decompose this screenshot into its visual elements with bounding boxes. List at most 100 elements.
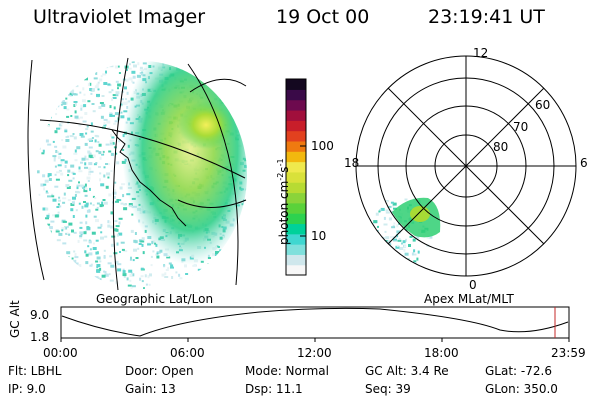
image-pixel xyxy=(51,195,55,198)
image-pixel xyxy=(95,282,99,286)
image-pixel xyxy=(75,277,79,280)
image-pixel xyxy=(113,122,117,125)
image-pixel xyxy=(83,231,87,235)
image-pixel xyxy=(87,150,91,154)
image-pixel xyxy=(141,237,145,241)
geographic-map xyxy=(27,57,247,292)
image-pixel xyxy=(93,77,98,80)
mlt-label-18: 18 xyxy=(344,156,360,170)
image-pixel xyxy=(103,174,106,178)
image-pixel xyxy=(85,128,89,131)
image-pixel xyxy=(37,234,42,237)
image-pixel xyxy=(83,201,86,203)
image-pixel xyxy=(403,248,406,252)
image-pixel xyxy=(112,97,117,99)
orbit-xtick: 12:00 xyxy=(297,346,332,360)
image-pixel xyxy=(74,70,79,74)
image-pixel xyxy=(102,73,107,76)
image-pixel xyxy=(61,100,65,103)
image-pixel xyxy=(384,257,387,261)
image-pixel xyxy=(128,63,131,66)
image-pixel xyxy=(62,101,67,105)
orbit-xtick: 00:00 xyxy=(43,346,78,360)
image-pixel xyxy=(41,87,46,90)
image-pixel xyxy=(94,139,97,143)
image-pixel xyxy=(98,151,102,155)
mlt-label-6: 6 xyxy=(580,156,588,170)
image-pixel xyxy=(38,231,42,234)
image-pixel xyxy=(226,250,231,253)
image-pixel xyxy=(380,207,385,211)
image-pixel xyxy=(108,221,111,224)
image-pixel xyxy=(80,161,83,164)
image-pixel xyxy=(119,251,121,253)
image-pixel xyxy=(84,194,88,197)
image-pixel xyxy=(132,273,135,277)
image-pixel xyxy=(244,211,246,215)
image-pixel xyxy=(114,220,118,223)
image-pixel xyxy=(233,246,238,249)
colorbar-segment xyxy=(286,120,306,132)
geographic-caption: Geographic Lat/Lon xyxy=(96,292,214,306)
image-pixel xyxy=(65,184,70,188)
image-pixel xyxy=(55,289,59,292)
image-pixel xyxy=(100,236,104,240)
image-pixel xyxy=(92,204,95,207)
image-pixel xyxy=(140,267,144,270)
image-pixel xyxy=(225,288,227,289)
image-pixel xyxy=(105,143,110,146)
image-pixel xyxy=(244,253,247,256)
image-pixel xyxy=(245,258,247,262)
image-pixel xyxy=(385,236,390,240)
image-pixel xyxy=(73,101,78,103)
image-pixel xyxy=(64,160,68,164)
gain-field: Gain: 13 xyxy=(125,382,176,396)
image-pixel xyxy=(226,91,230,94)
image-pixel xyxy=(42,246,45,250)
image-pixel xyxy=(390,236,393,239)
image-pixel xyxy=(396,234,399,238)
orbit-ytick-top: 9.0 xyxy=(30,308,50,322)
image-pixel xyxy=(128,67,132,70)
image-pixel xyxy=(74,159,78,162)
image-pixel xyxy=(117,130,120,134)
image-pixel xyxy=(112,94,116,97)
image-pixel xyxy=(50,270,54,274)
image-pixel xyxy=(175,271,178,274)
image-pixel xyxy=(58,199,61,202)
colorbar-segment xyxy=(286,140,306,152)
image-pixel xyxy=(80,135,85,138)
image-pixel xyxy=(74,115,79,119)
image-pixel xyxy=(130,256,132,260)
image-pixel xyxy=(52,286,57,289)
glat-field: GLat: -72.6 xyxy=(485,364,552,378)
image-pixel xyxy=(47,173,52,177)
image-pixel xyxy=(85,202,89,206)
image-pixel xyxy=(383,216,386,220)
image-pixel xyxy=(118,72,121,74)
image-pixel xyxy=(140,275,144,278)
image-pixel xyxy=(79,236,83,239)
image-pixel xyxy=(77,69,81,72)
image-pixel xyxy=(69,266,73,269)
image-pixel xyxy=(242,114,245,118)
image-pixel xyxy=(84,204,89,208)
image-pixel xyxy=(231,274,235,277)
image-pixel xyxy=(65,139,70,142)
image-pixel xyxy=(389,251,393,254)
image-pixel xyxy=(70,208,74,212)
image-pixel xyxy=(398,238,401,241)
image-pixel xyxy=(69,81,73,84)
image-pixel xyxy=(190,283,194,286)
mlt-label-0: 0 xyxy=(469,278,477,292)
image-pixel xyxy=(62,271,67,275)
image-pixel xyxy=(53,107,57,110)
image-pixel xyxy=(85,221,88,225)
image-pixel xyxy=(83,239,88,242)
image-pixel xyxy=(54,145,58,148)
image-pixel xyxy=(84,185,87,188)
image-pixel xyxy=(103,270,106,273)
image-pixel xyxy=(241,107,244,110)
image-pixel xyxy=(72,265,75,268)
image-pixel xyxy=(129,279,132,282)
